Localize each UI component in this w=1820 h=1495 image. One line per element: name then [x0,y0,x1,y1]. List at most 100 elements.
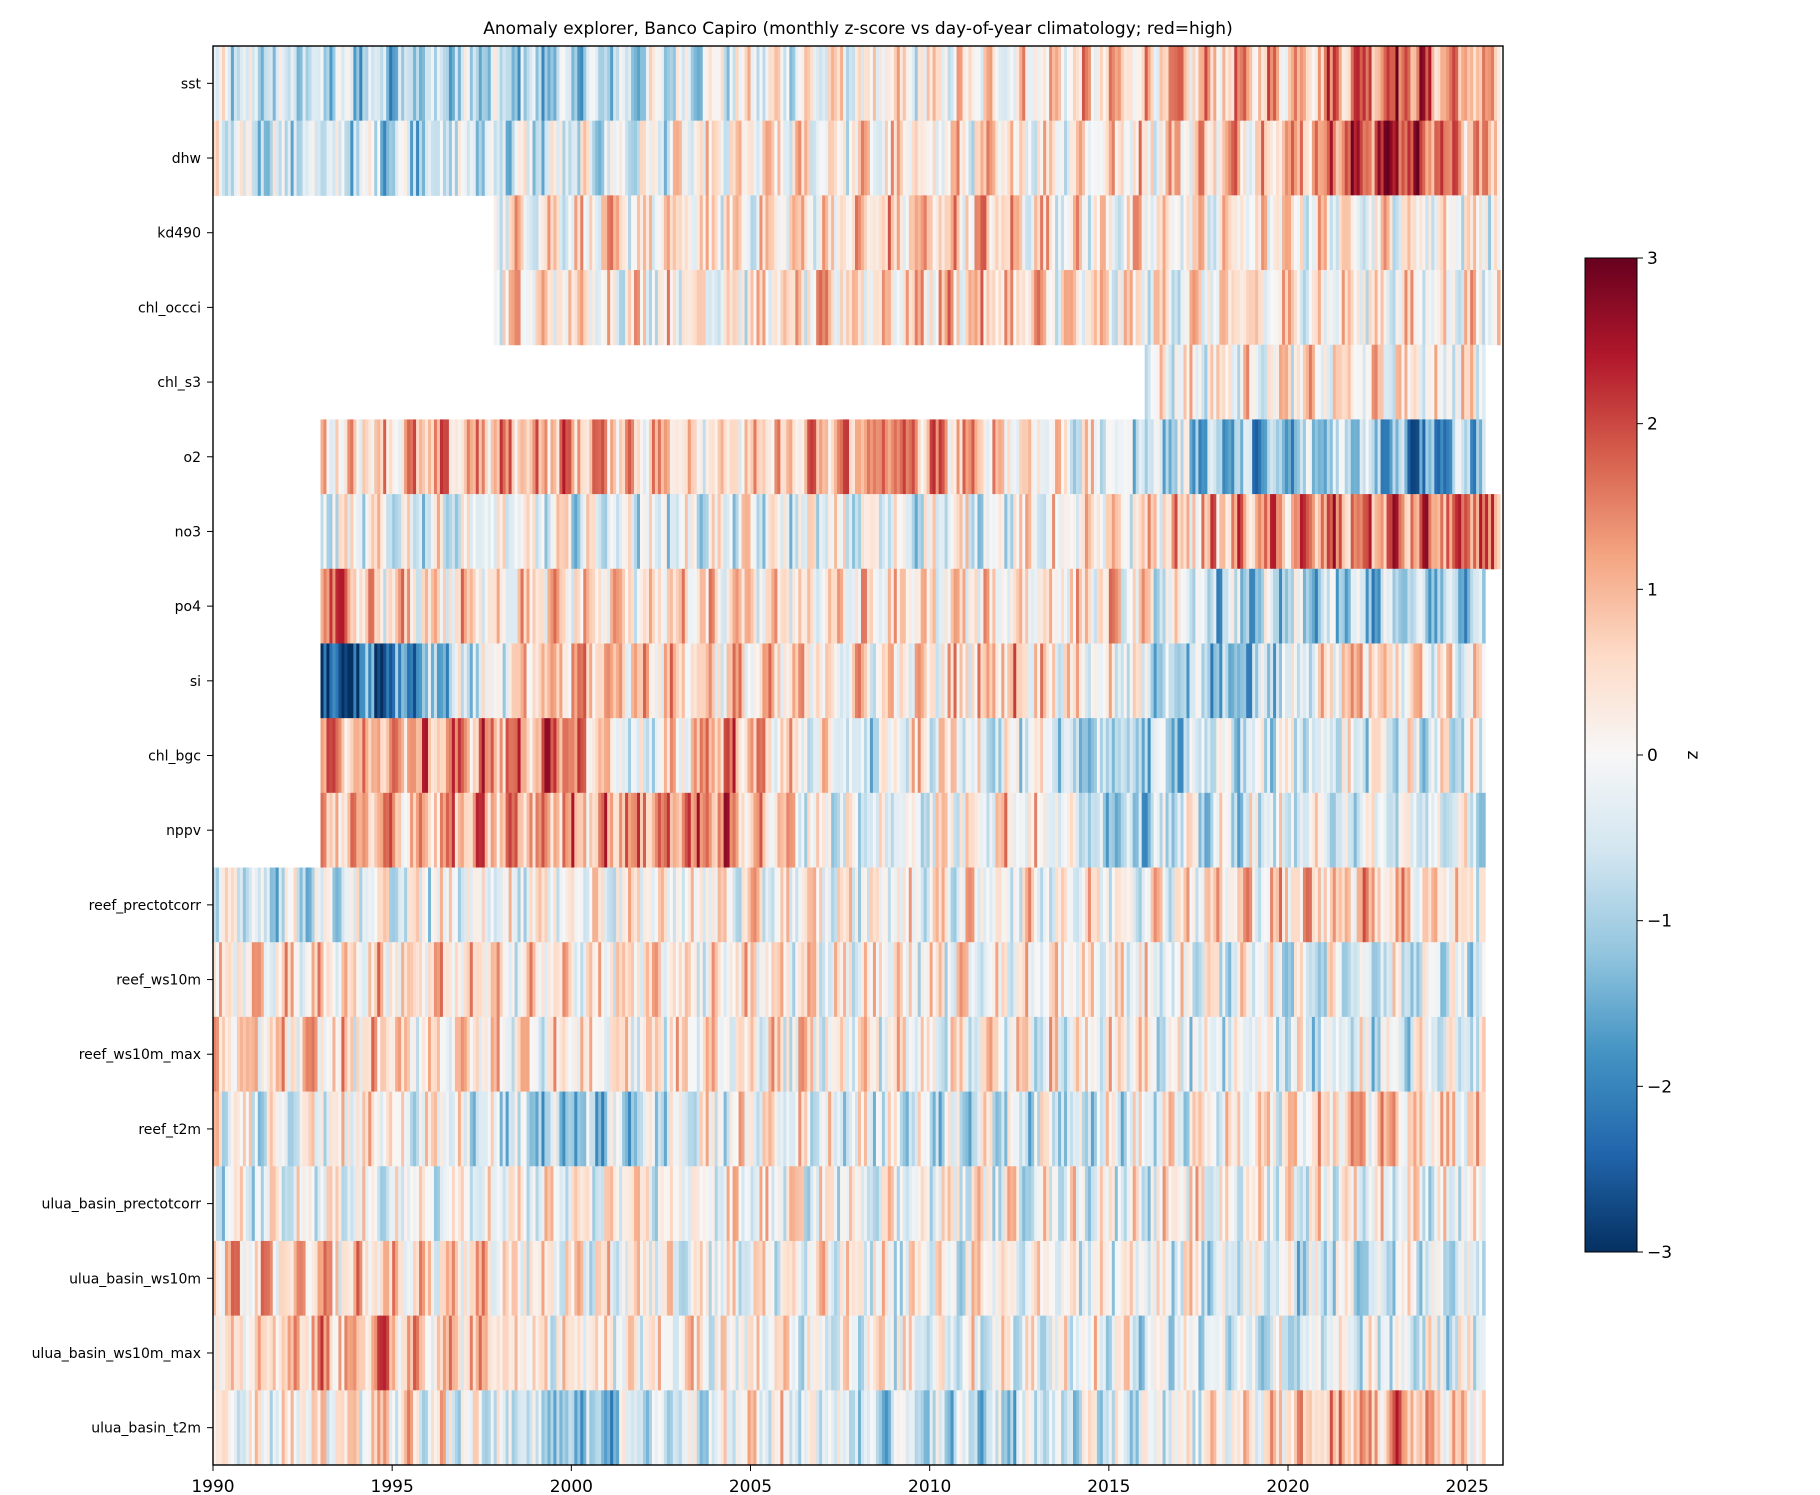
heatmap-cell [1168,867,1173,943]
heatmap-cell [1183,120,1188,196]
heatmap-cell [1455,942,1459,1018]
heatmap-cell [1449,942,1453,1018]
heatmap-cell [1383,718,1388,794]
heatmap-cell [1431,419,1435,495]
heatmap-cell [1410,419,1415,495]
heatmap-cell [1070,120,1074,196]
heatmap-cell [1120,568,1125,644]
heatmap-cell [1135,792,1140,869]
heatmap-cell [747,643,752,719]
heatmap-cell [1195,867,1200,943]
heatmap-cell [625,494,629,570]
heatmap-cell [890,792,895,869]
heatmap-cell [463,1016,468,1093]
heatmap-cell [1476,46,1480,122]
heatmap-cell [1090,120,1095,196]
heatmap-cell [1090,643,1095,719]
heatmap-cell [386,942,390,1018]
heatmap-cell [1052,942,1056,1018]
heatmap-cell [1389,494,1394,570]
heatmap-cell [962,718,967,794]
heatmap-cell [1156,419,1161,495]
heatmap-cell [714,195,719,271]
heatmap-cell [284,942,289,1018]
heatmap-cell [1273,867,1277,943]
heatmap-cell [532,942,537,1018]
heatmap-cell [1347,718,1352,794]
heatmap-cell [472,46,477,122]
heatmap-cell [941,942,946,1018]
heatmap-cell [1249,195,1253,271]
heatmap-cell [425,46,429,122]
heatmap-cell [1395,942,1400,1018]
heatmap-cell [293,942,298,1018]
heatmap-cell [1279,46,1283,122]
heatmap-cell [1049,942,1053,1018]
heatmap-cell [666,568,671,644]
heatmap-cell [1225,344,1229,420]
heatmap-cell [699,120,704,196]
heatmap-cell [637,419,641,495]
heatmap-cell [947,867,952,943]
heatmap-cell [804,718,808,794]
heatmap-cell [571,792,575,869]
heatmap-cell [837,419,841,495]
heatmap-cell [1201,643,1205,719]
heatmap-cell [508,270,513,346]
heatmap-cell [905,494,910,570]
heatmap-cell [1025,867,1029,943]
heatmap-cell [1210,718,1214,794]
heatmap-cell [1192,195,1197,271]
heatmap-cell [920,46,925,122]
heatmap-cell [1377,46,1382,122]
heatmap-cell [1386,195,1391,271]
heatmap-cell [1290,195,1295,271]
heatmap-cell [696,195,701,271]
heatmap-cell [708,942,713,1018]
heatmap-cell [1052,120,1056,196]
heatmap-cell [574,942,578,1018]
heatmap-cell [496,419,501,495]
heatmap-cell [780,195,784,271]
heatmap-cell [398,867,402,943]
heatmap-cell [1132,120,1137,196]
heatmap-cell [774,419,778,495]
heatmap-cell [490,792,495,869]
heatmap-cell [645,195,650,271]
heatmap-cell [708,718,713,794]
heatmap-cell [631,120,635,196]
heatmap-cell [275,867,280,943]
heatmap-cell [490,46,495,122]
heatmap-cell [1210,867,1214,943]
heatmap-cell [720,419,725,495]
heatmap-cell [442,718,447,794]
heatmap-cell [1132,419,1137,495]
heatmap-cell [1141,568,1146,644]
heatmap-cell [663,120,668,196]
heatmap-cell [386,867,390,943]
heatmap-cell [705,46,710,122]
heatmap-cell [789,120,793,196]
heatmap-cell [777,643,781,719]
heatmap-cell [1243,494,1247,570]
heatmap-cell [1476,120,1480,196]
heatmap-cell [538,419,543,495]
heatmap-cell [741,46,746,122]
heatmap-cell [529,46,534,122]
heatmap-cell [822,942,826,1018]
heatmap-cell [878,270,883,346]
heatmap-cell [1162,568,1167,644]
heatmap-cell [849,867,853,943]
heatmap-cell [875,867,880,943]
heatmap-cell [786,718,790,794]
heatmap-cell [1273,718,1277,794]
heatmap-cell [1431,942,1435,1018]
heatmap-cell [1237,419,1241,495]
heatmap-cell [1368,942,1373,1018]
heatmap-cell [317,867,322,943]
heatmap-cell [1210,195,1214,271]
heatmap-cell [592,792,596,869]
heatmap-cell [878,942,883,1018]
heatmap-cell [1404,46,1409,122]
heatmap-cell [1392,792,1397,869]
